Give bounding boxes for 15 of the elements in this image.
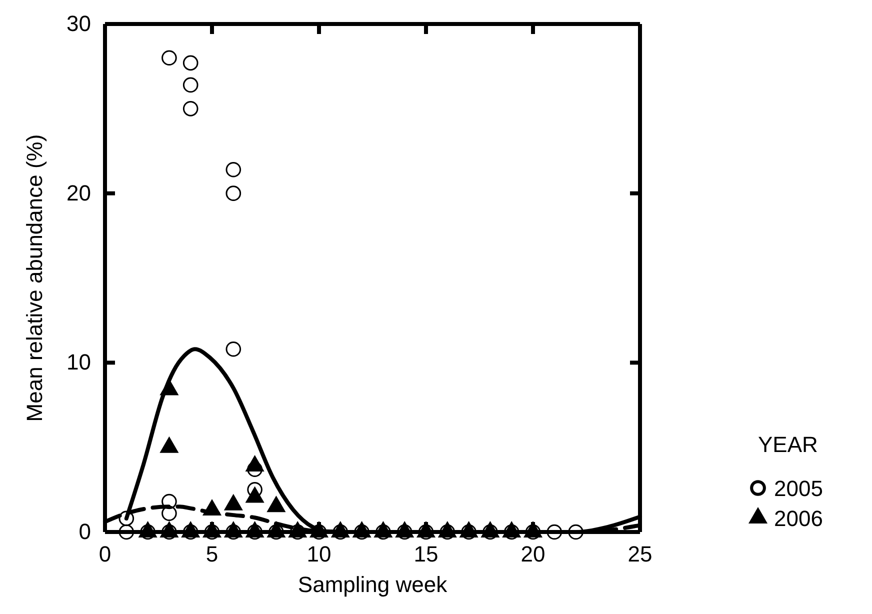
x-tick-label: 15 bbox=[414, 542, 438, 567]
y-tick-label: 30 bbox=[66, 11, 91, 36]
legend-label: 2005 bbox=[774, 476, 823, 501]
x-tick-label: 5 bbox=[206, 542, 218, 567]
x-tick-label: 20 bbox=[520, 542, 546, 567]
x-axis-title: Sampling week bbox=[298, 572, 448, 597]
legend-label: 2006 bbox=[774, 506, 823, 531]
y-tick-label: 0 bbox=[78, 519, 91, 544]
y-tick-label: 10 bbox=[66, 350, 91, 375]
x-tick-label: 10 bbox=[306, 542, 332, 567]
x-tick-label: 25 bbox=[628, 542, 652, 567]
y-tick-label: 20 bbox=[66, 180, 91, 206]
x-tick-label: 0 bbox=[98, 542, 112, 567]
y-axis-title: Mean relative abundance (%) bbox=[22, 134, 47, 422]
legend-title: YEAR bbox=[758, 432, 818, 457]
